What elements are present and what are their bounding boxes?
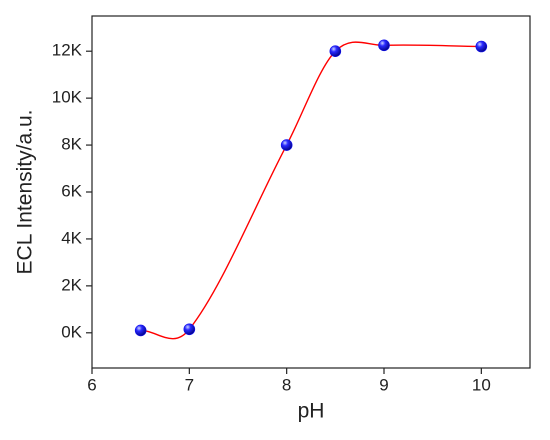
y-tick-label: 0K [61, 322, 82, 341]
x-tick-label: 7 [185, 375, 194, 394]
data-point [475, 40, 488, 53]
plot-frame [91, 15, 531, 369]
data-point [280, 139, 293, 151]
data-point [329, 45, 342, 58]
data-point [378, 39, 390, 52]
x-tick-label: 6 [87, 375, 96, 394]
x-axis-label: pH [298, 400, 325, 423]
y-tick-label: 2K [61, 275, 82, 294]
x-tick-label: 8 [282, 375, 291, 394]
y-axis-label: ECL Intensity/a.u. [14, 110, 37, 275]
x-tick-label: 9 [379, 375, 388, 394]
fit-curve [140, 41, 482, 340]
x-tick-label: 10 [472, 375, 491, 394]
y-tick-label: 4K [61, 228, 82, 247]
data-point [134, 324, 147, 337]
data-point [183, 323, 196, 336]
y-tick-label: 8K [61, 135, 82, 154]
y-tick-label: 12K [52, 41, 83, 60]
y-tick-label: 6K [61, 181, 82, 200]
y-tick-label: 10K [52, 88, 83, 107]
